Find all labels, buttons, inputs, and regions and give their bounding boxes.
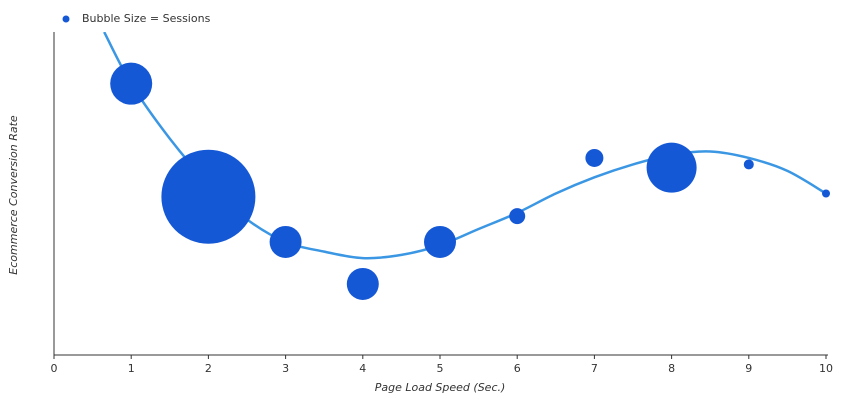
x-tick-label: 0 [51,362,58,375]
x-tick-label: 9 [745,362,752,375]
x-tick-label: 8 [668,362,675,375]
bubble [161,149,256,244]
x-tick-label: 6 [514,362,521,375]
x-tick-label: 3 [282,362,289,375]
bubble [646,142,697,193]
bubble [509,208,526,225]
bubble [743,159,754,170]
bubble [110,62,153,105]
x-tick-label: 5 [437,362,444,375]
x-tick-label: 4 [359,362,366,375]
x-axis-label: Page Load Speed (Sec.) [375,381,506,394]
bubble [269,225,302,258]
bubble [424,225,456,258]
bubble [346,267,379,300]
x-tick-label: 1 [128,362,135,375]
legend-label: Bubble Size = Sessions [82,12,211,25]
x-tick-label: 10 [819,362,833,375]
bubble [822,189,830,198]
legend-marker [62,15,70,23]
x-tick-label: 2 [205,362,212,375]
y-axis-label: Ecommerce Conversion Rate [7,115,20,275]
x-tick-label: 7 [591,362,598,375]
bubble [585,148,604,167]
